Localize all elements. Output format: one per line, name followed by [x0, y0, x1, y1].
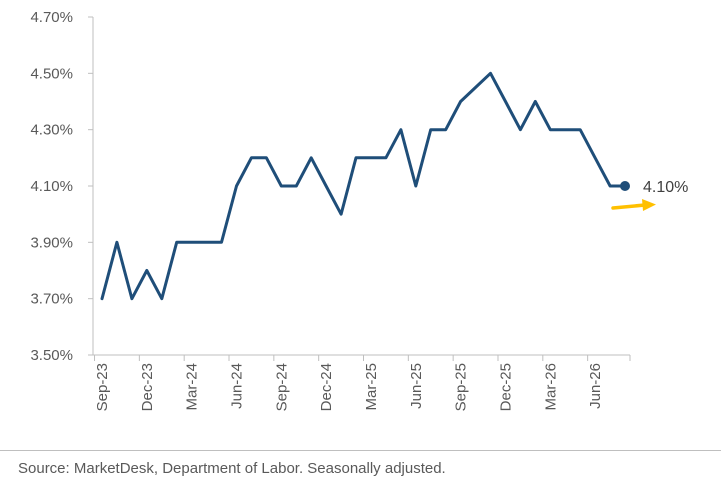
x-tick-label: Jun-25: [408, 363, 425, 409]
x-tick-label: Sep-25: [453, 363, 470, 411]
y-tick-label: 4.30%: [30, 122, 73, 139]
end-point-marker: [620, 181, 630, 191]
y-tick-label: 3.50%: [30, 347, 73, 364]
x-tick-label: Mar-24: [184, 363, 201, 411]
series-line: [100, 71, 627, 301]
x-tick-label: Dec-24: [318, 363, 335, 411]
unemployment-line-chart: 3.50% 3.70% 3.90% 4.10% 4.30% 4.50% 4.70% Sep-…: [30, 9, 688, 411]
y-tick-label: 4.10%: [30, 178, 73, 195]
y-tick-label: 4.70%: [30, 9, 73, 26]
x-tick-label: Jun-24: [228, 363, 245, 409]
x-tick-label: Jun-26: [587, 363, 604, 409]
y-tick-label: 4.50%: [30, 65, 73, 82]
x-tick-label: Mar-25: [363, 363, 380, 411]
x-tick-label: Mar-26: [542, 363, 559, 411]
x-tick-label: Sep-23: [94, 363, 111, 411]
x-tick-label: Dec-23: [139, 363, 156, 411]
trend-arrow-icon: [611, 199, 656, 211]
end-value-label: 4.10%: [643, 179, 688, 196]
source-note: Source: MarketDesk, Department of Labor.…: [18, 460, 446, 477]
footer-divider: [0, 450, 721, 451]
y-tick-label: 3.90%: [30, 234, 73, 251]
x-axis: Sep-23 Dec-23 Mar-24 Jun-24 Sep-24 Dec-24 Mar-…: [93, 354, 631, 411]
y-axis: 3.50% 3.70% 3.90% 4.10% 4.30% 4.50% 4.70%: [30, 9, 94, 364]
x-tick-label: Sep-24: [273, 363, 290, 411]
y-tick-label: 3.70%: [30, 291, 73, 308]
x-tick-label: Dec-25: [497, 363, 514, 411]
